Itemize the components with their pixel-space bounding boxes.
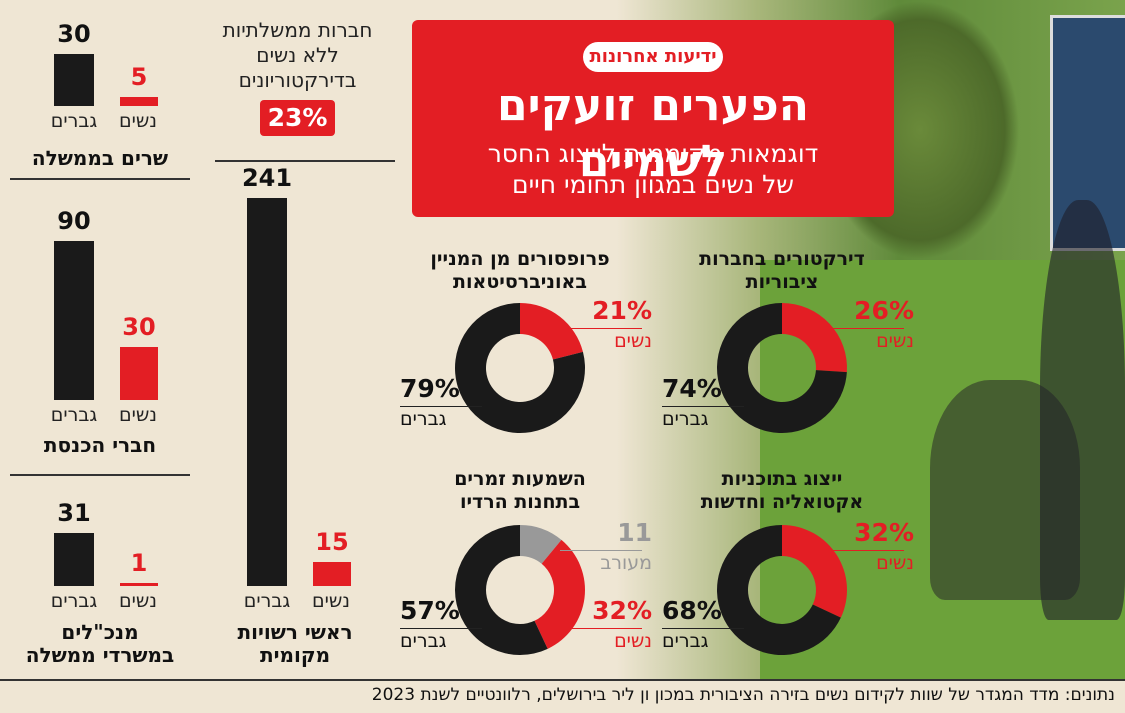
bar-chart-title-line1: מנכ"לים	[61, 620, 139, 644]
standing-student-image	[1040, 200, 1125, 620]
donut-value-women: 26%	[854, 296, 914, 325]
donut-label-women: נשים	[876, 330, 914, 352]
donut-title-line1: השמעות זמרים	[454, 468, 586, 490]
donut-leader-women	[822, 550, 904, 551]
bar-chart-title-line1: ראשי רשויות	[237, 620, 353, 644]
value-label-women: 30	[122, 313, 156, 341]
donut-label-women: נשים	[876, 552, 914, 574]
donut-title-line2: אקטואליה וחדשות	[700, 491, 864, 513]
category-label-women: נשים	[312, 590, 350, 612]
category-label-men: גברים	[50, 404, 98, 426]
subhead-line1: דוגמאות מקוממות לייצוג החסר	[487, 139, 819, 168]
category-label-men: גברים	[50, 590, 98, 612]
value-label-women: 15	[315, 527, 349, 556]
no-women-boards-label: חברות ממשלתיות ללא נשים בדירקטוריונים	[200, 18, 395, 93]
bar-chart-title-line2: מקומית	[259, 643, 331, 667]
donut-slice-mixed	[520, 525, 562, 564]
separator	[10, 474, 190, 476]
donut-value-men: 74%	[662, 374, 722, 403]
donut-leader-men	[400, 628, 482, 629]
source-note: נתונים: מדד המגדר של שוות לקידום נשים בז…	[371, 685, 1115, 705]
subheadline: דוגמאות מקוממות לייצוג החסר של נשים במגו…	[420, 138, 886, 200]
footer: נתונים: מדד המגדר של שוות לקידום נשים בז…	[0, 679, 1125, 713]
bar-men	[54, 533, 94, 586]
donut-title-line1: דירקטורים בחברות	[699, 248, 865, 270]
bar-men	[54, 241, 94, 400]
value-label-women: 5	[130, 63, 148, 92]
bar-chart-title: שרים בממשלה	[31, 146, 169, 170]
bar-chart-title-line2: במשרדי ממשלה	[25, 643, 175, 667]
donut-leader-women	[560, 628, 642, 629]
donut-label-mixed: מעורב	[600, 552, 652, 574]
donut-leader-men	[662, 628, 744, 629]
bar-chart-title: חברי הכנסת	[43, 433, 157, 457]
value-label-women: 1	[130, 549, 148, 577]
bar-women	[120, 97, 158, 106]
donut-value-men: 57%	[400, 596, 460, 625]
bar-women	[120, 583, 158, 586]
donut-value-women: 21%	[592, 296, 652, 325]
donut-leader-men	[400, 406, 482, 407]
donut-value-mixed: 11	[617, 518, 652, 547]
donut-label-men: גברים	[400, 630, 447, 652]
donut-value-men: 68%	[662, 596, 722, 625]
category-label-men: גברים	[50, 110, 98, 132]
donut-label-men: גברים	[662, 630, 709, 652]
headline: הפערים זועקים לשמיים	[497, 80, 809, 187]
category-label-women: נשים	[119, 590, 157, 612]
value-label-men: 31	[57, 499, 91, 527]
no-women-boards-value: 23%	[260, 100, 335, 136]
category-label-women: נשים	[119, 404, 157, 426]
bar-men	[54, 54, 94, 106]
donut-title-line1: ייצוג בתוכניות	[721, 468, 843, 490]
donut-leader-men	[662, 406, 744, 407]
donut-value-men: 79%	[400, 374, 460, 403]
separator	[10, 178, 190, 180]
no-women-line3: בדירקטוריונים	[238, 68, 357, 92]
donut-label-men: גברים	[400, 408, 447, 430]
bar-women	[313, 561, 351, 586]
donut-label-women: נשים	[614, 630, 652, 652]
no-women-line1: חברות ממשלתיות	[222, 18, 373, 42]
donut-leader-women	[822, 328, 904, 329]
category-label-women: נשים	[119, 110, 157, 132]
subhead-line2: של נשים במגוון תחומי חיים	[511, 170, 795, 199]
donut-label-women: נשים	[614, 330, 652, 352]
donut-title-line1: פרופסורים מן המניין	[430, 248, 610, 270]
donut-title-line2: בתחנות הרדיו	[459, 491, 581, 513]
value-label-men: 90	[57, 207, 91, 235]
no-women-line2: ללא נשים	[256, 43, 339, 67]
donut-label-men: גברים	[662, 408, 709, 430]
donut-title-line2: באוניברסיטאות	[453, 271, 587, 293]
bar-women	[120, 347, 158, 400]
value-label-men: 241	[241, 164, 293, 192]
separator	[215, 160, 395, 162]
category-label-men: גברים	[243, 590, 291, 612]
donut-leader-women	[560, 328, 642, 329]
donut-leader-mixed	[560, 550, 642, 551]
newspaper-logo: ידיעות אחרונות	[583, 42, 723, 72]
bar-men	[247, 198, 287, 586]
donut-value-women: 32%	[854, 518, 914, 547]
donut-value-women: 32%	[592, 596, 652, 625]
value-label-men: 30	[57, 20, 91, 48]
donut-title-line2: ציבוריות	[745, 271, 819, 293]
